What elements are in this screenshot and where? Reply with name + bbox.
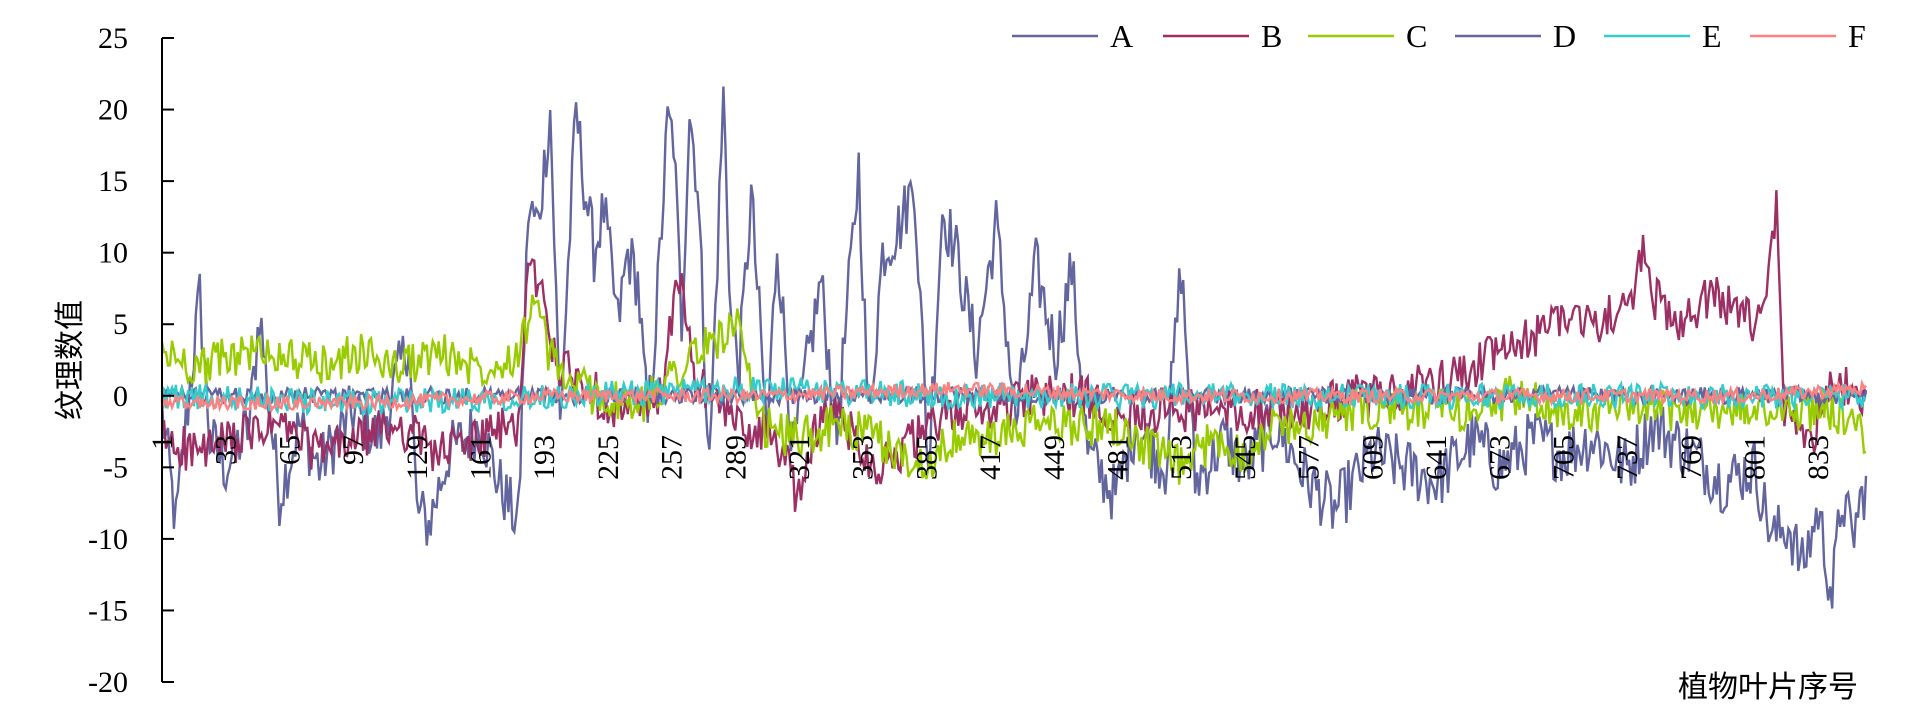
x-tick-label: 129 (401, 435, 434, 480)
series-line-B (160, 190, 1868, 512)
x-tick-label: 609 (1356, 435, 1389, 480)
legend: A B C D E F (1012, 18, 1866, 54)
y-tick-label: 10 (98, 237, 128, 270)
x-tick-label: 513 (1165, 435, 1198, 480)
legend-label-C: C (1406, 18, 1427, 54)
legend-label-A: A (1110, 18, 1133, 54)
y-axis-label: 纹理数值 (53, 300, 88, 420)
legend-label-F: F (1848, 18, 1866, 54)
x-tick-label: 225 (592, 435, 625, 480)
x-axis: 1 33 65 97 129 161 193 225 257 289 321 353 385 417 449… (146, 435, 1835, 480)
x-tick-label: 673 (1484, 435, 1517, 480)
series-line-A (160, 86, 1868, 609)
y-tick-label: 15 (98, 165, 128, 198)
series-line-F (160, 378, 1867, 414)
x-tick-label: 1 (146, 435, 179, 450)
x-tick-label: 33 (210, 435, 243, 465)
x-tick-label: 641 (1420, 435, 1453, 480)
legend-label-B: B (1261, 18, 1282, 54)
x-tick-label: 577 (1293, 435, 1326, 480)
x-tick-label: 289 (719, 435, 752, 480)
x-tick-label: 737 (1611, 435, 1644, 480)
x-tick-label: 321 (783, 435, 816, 480)
x-tick-label: 353 (847, 435, 880, 480)
y-tick-label: -10 (88, 523, 128, 556)
x-axis-label: 植物叶片序号 (1678, 670, 1858, 705)
y-tick-label: -20 (88, 666, 128, 699)
legend-label-E: E (1702, 18, 1722, 54)
x-tick-label: 65 (273, 435, 306, 465)
x-tick-label: 801 (1739, 435, 1772, 480)
x-tick-label: 833 (1802, 435, 1835, 480)
x-tick-label: 97 (337, 435, 370, 465)
x-tick-label: 193 (528, 435, 561, 480)
y-tick-label: 5 (113, 308, 128, 341)
x-tick-label: 449 (1038, 435, 1071, 480)
y-tick-label: 20 (98, 94, 128, 127)
y-tick-label: 0 (113, 380, 128, 413)
legend-label-D: D (1553, 18, 1576, 54)
x-tick-label: 257 (656, 435, 689, 480)
x-tick-label: 161 (465, 435, 498, 480)
y-tick-label: -5 (103, 451, 128, 484)
series-line-C (160, 294, 1867, 485)
x-tick-label: 481 (1102, 435, 1135, 480)
y-tick-label: 25 (98, 22, 128, 55)
y-axis: 25 20 15 10 5 0 -5 -10 -15 -20 (88, 22, 174, 699)
y-tick-label: -15 (88, 594, 128, 627)
x-tick-label: 417 (974, 435, 1007, 480)
x-tick-label: 385 (910, 435, 943, 480)
series-lines (160, 86, 1868, 609)
x-tick-label: 705 (1547, 435, 1580, 480)
x-tick-label: 545 (1229, 435, 1262, 480)
x-tick-label: 769 (1675, 435, 1708, 480)
